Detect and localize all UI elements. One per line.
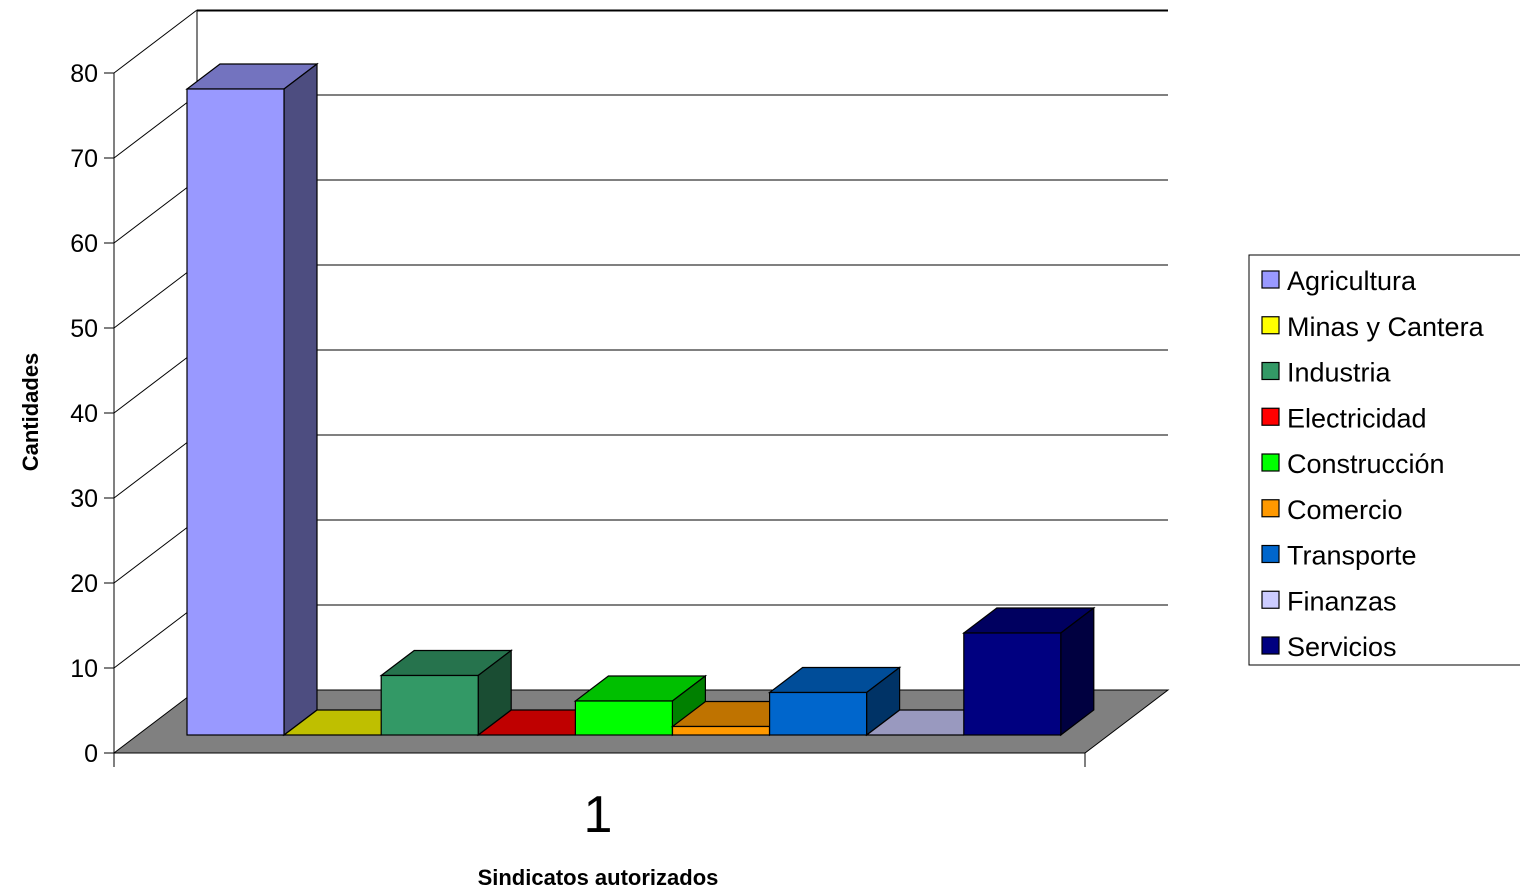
side-wall-gridline (113, 264, 198, 329)
legend: Agricultura Minas y Cantera Industria Elect… (1248, 254, 1520, 666)
y-tick-label: 20 (70, 570, 98, 598)
x-axis-title: Sindicatos autorizados (478, 865, 719, 889)
bar-front (380, 674, 479, 736)
legend-swatch (1261, 453, 1280, 472)
legend-box (1248, 254, 1520, 666)
side-wall-gridline (113, 519, 198, 584)
category-label: 1 (584, 786, 613, 844)
legend-item: Servicios (1261, 632, 1397, 662)
y-tick-label: 50 (70, 315, 98, 343)
legend-swatch (1261, 499, 1280, 518)
legend-swatch (1261, 407, 1280, 426)
legend-label: Industria (1287, 358, 1392, 388)
legend-swatch (1261, 544, 1280, 564)
side-wall-gridline (113, 604, 198, 669)
legend-label: Agricultura (1287, 266, 1417, 296)
bar (379, 649, 513, 737)
legend-item: Construcción (1261, 449, 1445, 479)
legend-item: Transporte (1261, 541, 1417, 571)
legend-swatch (1261, 636, 1280, 655)
side-wall-gridline (113, 179, 198, 244)
side-wall-gridline (113, 9, 198, 74)
legend-swatch (1261, 590, 1280, 609)
legend-label: Construcción (1287, 449, 1445, 479)
bar (185, 62, 319, 737)
legend-item: Agricultura (1261, 266, 1417, 296)
bar-front (671, 725, 771, 736)
side-wall-gridline (113, 349, 198, 414)
legend-item: Minas y Cantera (1261, 312, 1485, 342)
bar-front (963, 632, 1062, 736)
legend-label: Finanzas (1287, 586, 1397, 616)
legend-item: Finanzas (1261, 586, 1397, 616)
legend-item: Comercio (1261, 495, 1403, 525)
legend-swatch (1261, 270, 1280, 289)
legend-label: Servicios (1287, 632, 1397, 662)
legend-label: Electricidad (1287, 403, 1427, 433)
bar-front (186, 88, 285, 736)
y-tick-label: 80 (70, 60, 98, 88)
y-tick-label: 10 (70, 655, 98, 683)
legend-label: Transporte (1287, 541, 1417, 571)
legend-swatch (1261, 361, 1280, 381)
y-tick-label: 30 (70, 485, 98, 513)
legend-item: Industria (1261, 358, 1392, 388)
bar (962, 606, 1096, 737)
legend-label: Comercio (1287, 495, 1403, 525)
bars (185, 62, 1096, 737)
side-wall-gridline (113, 434, 198, 499)
y-tick-label: 70 (70, 145, 98, 173)
y-axis-title: Cantidades (18, 353, 43, 472)
bar-front (768, 691, 868, 736)
y-axis: 0 10 20 30 40 50 60 70 80 (70, 60, 115, 768)
side-wall-gridline (113, 94, 198, 159)
y-tick-label: 40 (70, 400, 98, 428)
legend-label: Minas y Cantera (1287, 312, 1485, 342)
bar-side (283, 62, 318, 737)
y-tick-label: 60 (70, 230, 98, 258)
y-tick-label: 0 (84, 740, 98, 768)
legend-swatch (1261, 316, 1280, 335)
bar-front (574, 700, 674, 736)
gridlines (113, 9, 1168, 669)
bar (767, 666, 902, 737)
legend-item: Electricidad (1261, 403, 1427, 433)
